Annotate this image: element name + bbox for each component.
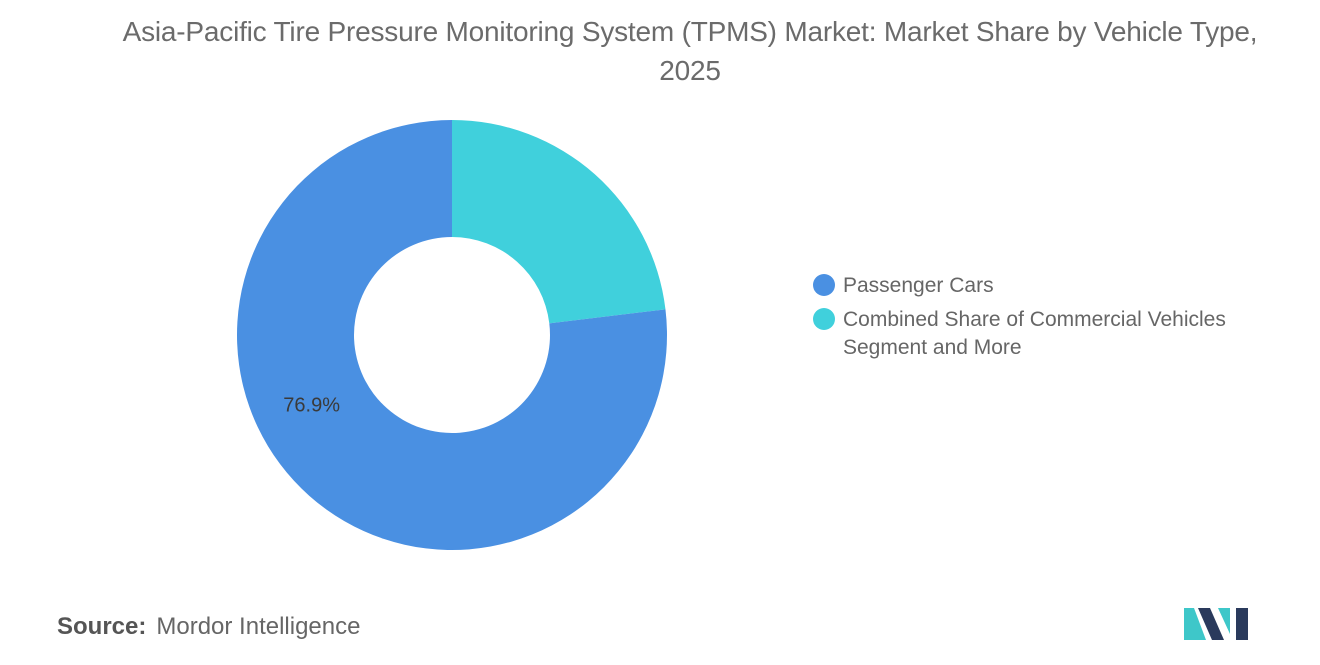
chart-title: Asia-Pacific Tire Pressure Monitoring Sy…: [122, 16, 1258, 86]
legend-swatch-passenger-cars: [813, 274, 835, 296]
legend-item-passenger-cars[interactable]: Passenger Cars: [813, 272, 1283, 300]
legend-label: Passenger Cars: [843, 274, 994, 297]
legend-item-commercial-vehicles[interactable]: Combined Share of Commercial Vehicles Se…: [813, 306, 1283, 362]
data-label-passenger-cars: 76.9%: [283, 394, 340, 416]
legend-label: Combined Share of Commercial Vehicles Se…: [843, 308, 1226, 359]
mordor-intelligence-logo-icon: [1184, 608, 1248, 640]
source-label: Source:: [57, 613, 147, 640]
source-value: Mordor Intelligence: [156, 613, 361, 640]
slice-labels: 76.9%: [283, 394, 340, 416]
legend: Passenger Cars Combined Share of Commerc…: [813, 272, 1283, 368]
logo-shape-right-b: [1236, 608, 1248, 640]
donut-slices: [237, 120, 668, 550]
logo-shape-right-a: [1218, 608, 1230, 634]
donut-slice-passenger-cars[interactable]: [237, 120, 668, 550]
logo-shape-mid: [1198, 608, 1224, 640]
legend-swatch-commercial-vehicles: [813, 308, 835, 330]
source-note: Source: Mordor Intelligence: [57, 611, 360, 643]
donut-slice-commercial-vehicles[interactable]: [452, 120, 666, 324]
logo-shape-left: [1184, 608, 1206, 640]
